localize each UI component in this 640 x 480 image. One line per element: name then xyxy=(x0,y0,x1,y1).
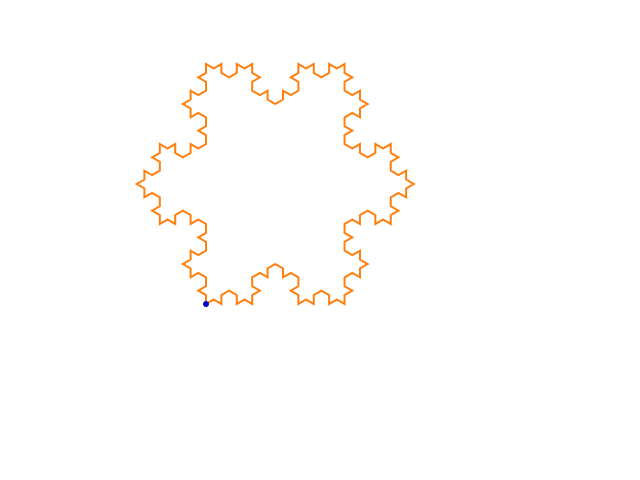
koch-snowflake-outline xyxy=(137,64,414,304)
turtle-position-dot xyxy=(203,301,209,307)
